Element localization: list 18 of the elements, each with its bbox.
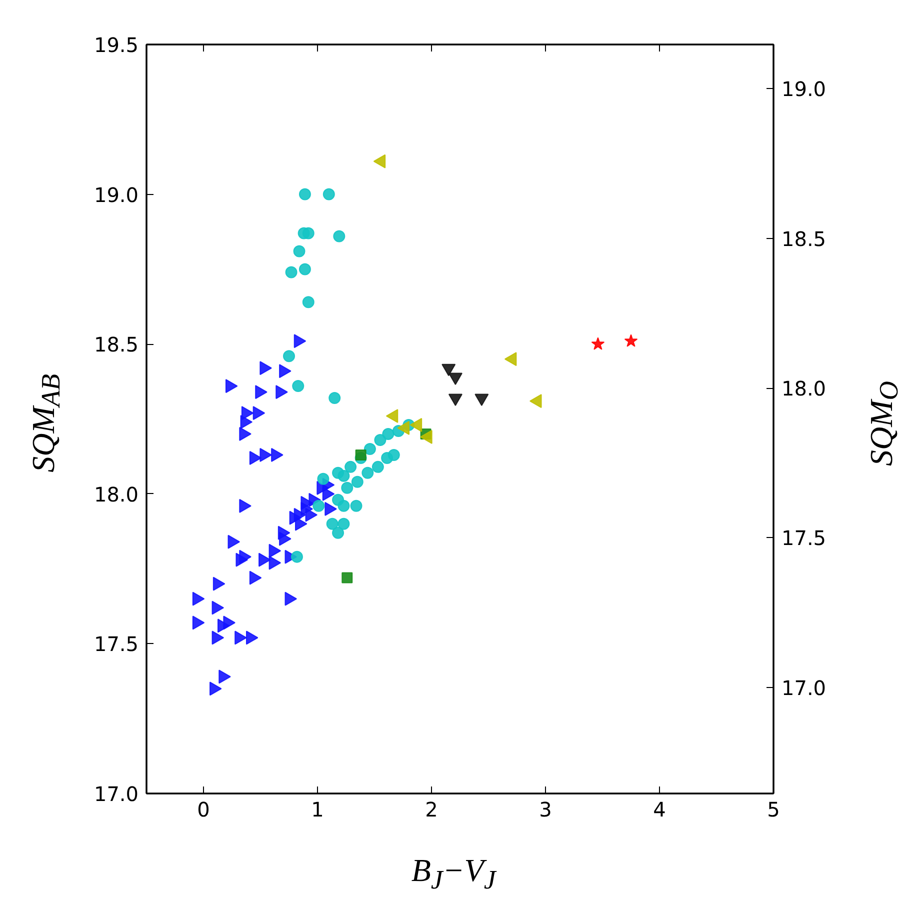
y2-tick-label: 17.5 <box>782 526 826 550</box>
y-tick-label: 18.0 <box>94 482 138 506</box>
y-tick-label: 17.5 <box>94 632 138 656</box>
y2-tick-label: 17.0 <box>782 676 826 700</box>
y2-tick-label: 18.5 <box>782 226 826 251</box>
y2-tick-label: 19.0 <box>782 77 826 102</box>
y-tick-label: 18.5 <box>94 332 138 357</box>
x-tick-label: 1 <box>311 798 324 822</box>
y2-tick-label: 18.0 <box>782 376 826 401</box>
x-tick-label: 0 <box>197 798 210 822</box>
y-tick-label: 19.0 <box>94 182 138 207</box>
x-tick-label: 5 <box>767 798 780 822</box>
y-tick-label: 17.0 <box>94 782 138 806</box>
x-tick-label: 4 <box>653 798 666 822</box>
x-tick-label: 2 <box>425 798 438 822</box>
x-tick-label: 3 <box>539 798 552 822</box>
y-tick-label: 19.5 <box>94 33 138 57</box>
x-axis-title: B$_{J}$−V$_{J}$ <box>410 851 498 896</box>
